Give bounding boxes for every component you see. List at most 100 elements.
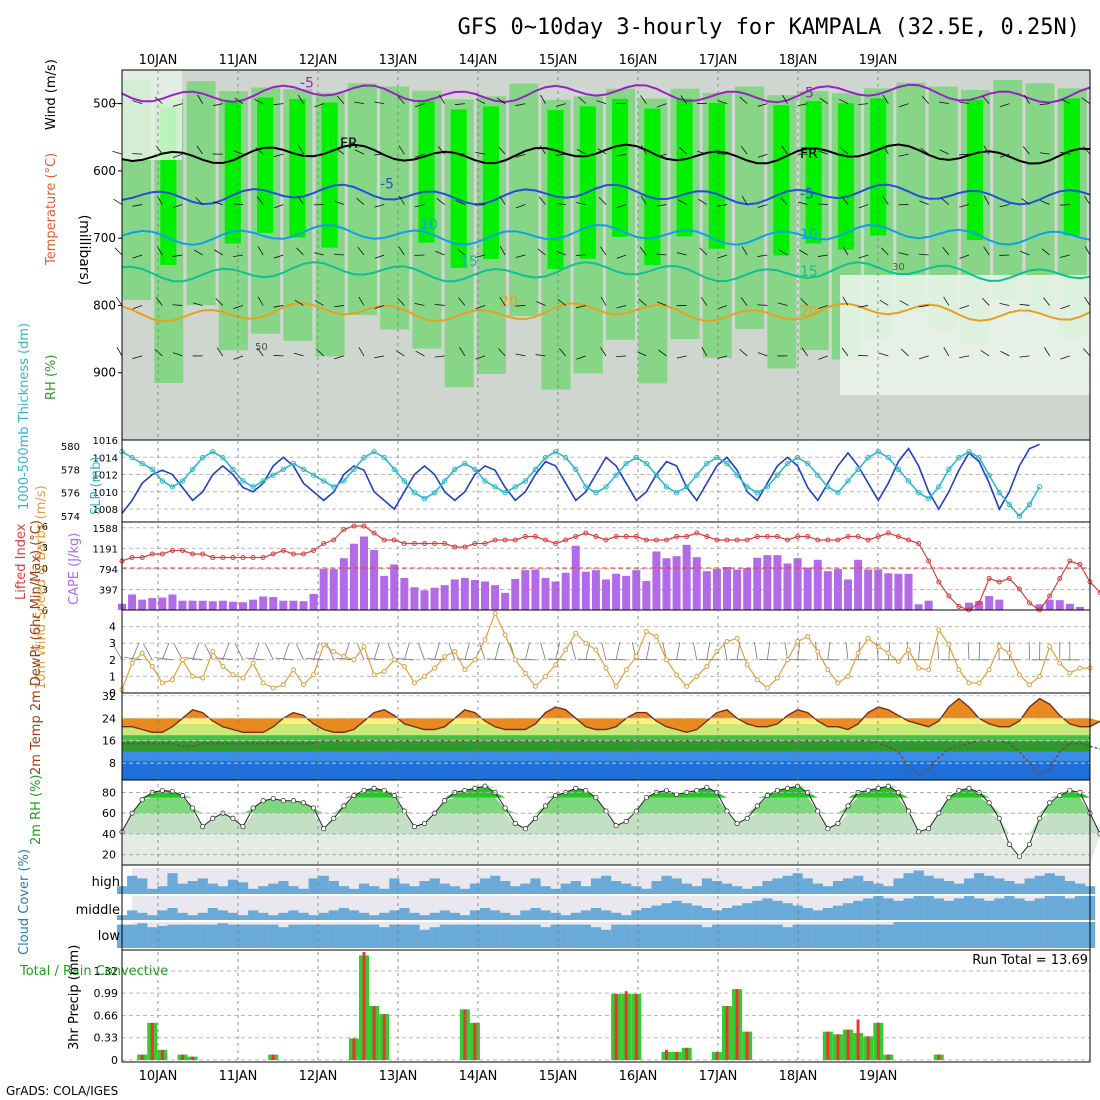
li-marker [623,534,629,539]
wind-barb [547,658,566,661]
rh-marker [139,797,145,803]
cloud-bar-low [1014,922,1025,948]
wind-speed-marker [583,640,589,646]
x-tick-label-top: 12JAN [299,53,338,68]
isotherm-line [121,302,1091,323]
wind-barb [499,246,506,256]
wind-barb [273,103,284,106]
cape-axis-label: CAPE (J/kg) [67,533,82,605]
wind-barb [1081,97,1091,104]
run-total: Run Total = 13.69 [972,953,1088,968]
cloud-bar-high [661,875,672,894]
wind-speed-marker [603,665,609,671]
thickness-marker [542,454,549,461]
li-marker [280,548,286,553]
cloud-bar-middle [278,912,289,920]
wind-barb [818,150,828,155]
precip-convective-bar [866,1036,870,1060]
rh-marker [442,798,448,804]
cloud-bar-high [913,870,924,894]
cape-bar [491,585,500,610]
cloud-axis-label: Cloud Cover (%) [17,849,32,955]
rh-saturated-column [1063,98,1080,236]
cloud-bar-high [338,886,350,894]
wind-speed-marker [1006,650,1012,656]
thickness-marker [764,484,771,490]
wind-barb [297,196,304,205]
wind-barb [154,349,163,357]
wind-barb [827,641,831,660]
cloud-bar-middle [540,910,551,920]
cape-bar [662,558,671,610]
cloud-bar-low [258,924,269,948]
wind-barb [373,642,380,660]
li-marker [996,579,1002,585]
cloud-bar-low [994,922,1005,948]
rh-marker [472,785,478,791]
rh-marker [522,826,528,832]
cloud-bar-middle [913,896,924,920]
wind-barb [313,252,324,256]
cloud-bar-middle [157,910,168,920]
cloud-bar-low [772,924,783,948]
x-tick-label-bottom: 13JAN [379,1069,418,1084]
wind-barb [576,355,586,360]
wind-barb [273,254,284,259]
rh-saturated-column [805,101,822,244]
wind-speed-marker [684,683,690,689]
cloud-bar-high [167,873,178,894]
temp-tick-label: 16 [102,735,116,748]
cape-bar [521,570,530,610]
thickness-marker [724,460,730,467]
thickness-marker [835,490,841,496]
cloud-bar-high [550,888,561,894]
wind-barb [577,658,596,661]
wind-barb [797,641,801,660]
wind-barb [172,304,183,306]
cloud-bar-middle [772,900,783,920]
cloud-bar-high [399,883,410,894]
cloud-bar-high [248,888,259,894]
precip-axis-label: Total / Rain Convective [19,964,168,979]
wind-barb [858,254,869,259]
rh-marker [421,820,428,827]
isotherm-line [121,183,1091,206]
li-marker [1047,593,1053,599]
x-tick-label-bottom: 18JAN [779,1069,818,1084]
cloud-bar-high [449,886,460,894]
cloud-bar-middle [933,898,944,920]
wind-barb [616,305,627,309]
wind-barb [778,249,788,256]
thickness-marker [734,472,740,478]
rh-marker [482,783,488,789]
wind-speed-marker [593,647,599,653]
wind-speed-marker [482,637,488,643]
wind-barb [222,642,230,660]
cape-bar [894,573,903,610]
wind-barb [257,296,264,306]
thickness-marker [794,454,801,461]
cloud-bar-low [711,924,723,948]
temp-line [122,697,1100,734]
li-marker [835,537,841,543]
rh-marker [532,815,538,821]
thickness-marker [401,478,408,484]
wind-barb [596,100,607,105]
wind-barb [980,350,990,357]
thickness-marker [1036,484,1043,490]
rh-saturated-column [450,109,467,268]
wind-speed-marker [563,647,569,653]
li-marker [583,530,589,536]
wind-barb [538,196,546,205]
cape-bar [612,573,621,610]
wind-speed-marker [1027,682,1032,688]
li-marker [563,537,569,543]
li-tick-label: 0 [42,564,48,575]
cape-bar [672,556,681,610]
cloud-bar-middle [480,908,491,920]
wind-barb [757,304,768,306]
wind-barb [780,197,788,205]
wind-speed-marker [381,668,387,674]
thickness-marker [663,484,670,490]
cloud-bar-high [389,878,400,894]
